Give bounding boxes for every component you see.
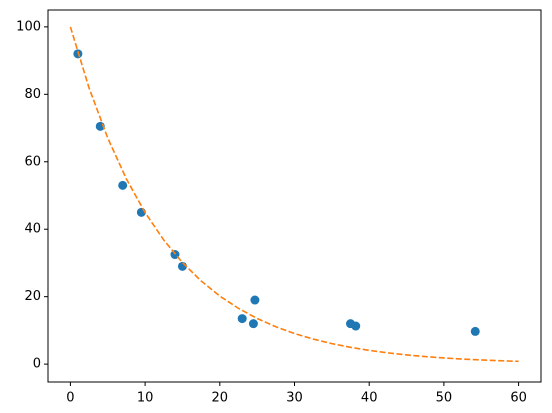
scatter-point bbox=[248, 319, 258, 329]
x-tick-label: 0 bbox=[66, 391, 74, 406]
y-tick-label: 60 bbox=[24, 154, 41, 169]
y-tick-label: 40 bbox=[24, 222, 41, 237]
y-tick-label: 0 bbox=[33, 357, 41, 372]
x-tick-label: 20 bbox=[212, 391, 229, 406]
x-tick-label: 60 bbox=[510, 391, 527, 406]
x-tick-label: 30 bbox=[286, 391, 303, 406]
scatter-point bbox=[250, 295, 260, 305]
x-tick-label: 40 bbox=[361, 391, 378, 406]
x-tick-label: 50 bbox=[436, 391, 453, 406]
plot-frame bbox=[47, 9, 542, 383]
y-tick-label: 20 bbox=[24, 289, 41, 304]
scatter-point bbox=[237, 314, 247, 324]
scatter-point bbox=[470, 326, 480, 336]
scatter-point bbox=[118, 180, 128, 190]
y-tick-label: 80 bbox=[24, 87, 41, 102]
scatter-point bbox=[351, 321, 361, 331]
x-tick-label: 10 bbox=[137, 391, 154, 406]
fit-line bbox=[69, 26, 519, 363]
y-tick-label: 100 bbox=[16, 19, 41, 34]
